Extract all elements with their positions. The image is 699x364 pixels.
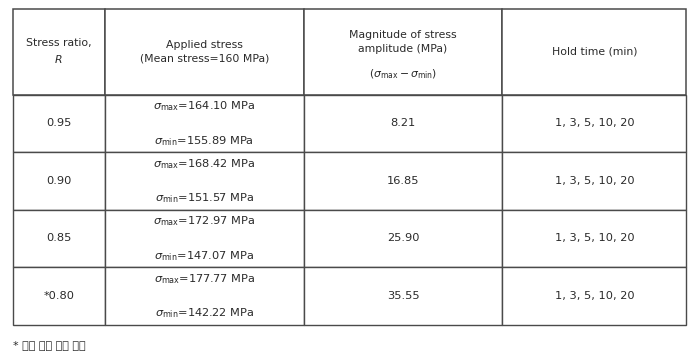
Text: 0.95: 0.95 <box>46 118 71 128</box>
Bar <box>105 152 303 210</box>
Bar <box>303 95 503 152</box>
Bar <box>303 267 503 325</box>
Bar <box>503 152 686 210</box>
Text: *0.80: *0.80 <box>43 291 74 301</box>
Text: $\sigma_{\mathregular{max}}$=168.42 MPa: $\sigma_{\mathregular{max}}$=168.42 MPa <box>153 157 255 171</box>
Bar <box>303 152 503 210</box>
Text: $\sigma_{\mathregular{max}}$=177.77 MPa: $\sigma_{\mathregular{max}}$=177.77 MPa <box>154 272 254 286</box>
Bar <box>503 95 686 152</box>
Bar <box>503 9 686 95</box>
Bar <box>13 210 105 267</box>
Bar <box>105 267 303 325</box>
Text: 1, 3, 5, 10, 20: 1, 3, 5, 10, 20 <box>554 176 634 186</box>
Text: $\sigma_{\mathregular{min}}$=151.57 MPa: $\sigma_{\mathregular{min}}$=151.57 MPa <box>154 191 254 205</box>
Text: 8.21: 8.21 <box>391 118 416 128</box>
Text: $\sigma_{\mathregular{max}}$=172.97 MPa: $\sigma_{\mathregular{max}}$=172.97 MPa <box>153 214 255 228</box>
Text: $\sigma_{\mathregular{min}}$=142.22 MPa: $\sigma_{\mathregular{min}}$=142.22 MPa <box>154 306 254 320</box>
Text: 25.90: 25.90 <box>387 233 419 244</box>
Text: Magnitude of stress
amplitude (MPa): Magnitude of stress amplitude (MPa) <box>350 30 457 54</box>
Bar <box>13 95 105 152</box>
Text: Stress ratio,
$R$: Stress ratio, $R$ <box>26 38 92 66</box>
Text: 0.85: 0.85 <box>46 233 71 244</box>
Bar <box>105 210 303 267</box>
Bar <box>105 95 303 152</box>
Text: * 현재 시험 진행 중입: * 현재 시험 진행 중입 <box>13 340 85 350</box>
Text: $\sigma_{\mathregular{max}}$=164.10 MPa: $\sigma_{\mathregular{max}}$=164.10 MPa <box>153 99 255 113</box>
Bar <box>303 210 503 267</box>
Text: 1, 3, 5, 10, 20: 1, 3, 5, 10, 20 <box>554 291 634 301</box>
Bar <box>503 210 686 267</box>
Text: 1, 3, 5, 10, 20: 1, 3, 5, 10, 20 <box>554 233 634 244</box>
Text: ($\sigma_{\mathregular{max}}-\sigma_{\mathregular{min}}$): ($\sigma_{\mathregular{max}}-\sigma_{\ma… <box>369 67 437 80</box>
Bar <box>503 267 686 325</box>
Bar <box>13 152 105 210</box>
Bar <box>13 267 105 325</box>
Text: 35.55: 35.55 <box>387 291 419 301</box>
Bar <box>13 9 105 95</box>
Text: 0.90: 0.90 <box>46 176 71 186</box>
Text: $\sigma_{\mathregular{min}}$=155.89 MPa: $\sigma_{\mathregular{min}}$=155.89 MPa <box>154 134 254 147</box>
Text: 16.85: 16.85 <box>387 176 419 186</box>
Text: Hold time (min): Hold time (min) <box>552 47 637 57</box>
Text: $\sigma_{\mathregular{min}}$=147.07 MPa: $\sigma_{\mathregular{min}}$=147.07 MPa <box>154 249 254 262</box>
Bar <box>303 9 503 95</box>
Text: 1, 3, 5, 10, 20: 1, 3, 5, 10, 20 <box>554 118 634 128</box>
Bar <box>105 9 303 95</box>
Text: Applied stress
(Mean stress=160 MPa): Applied stress (Mean stress=160 MPa) <box>140 40 269 64</box>
